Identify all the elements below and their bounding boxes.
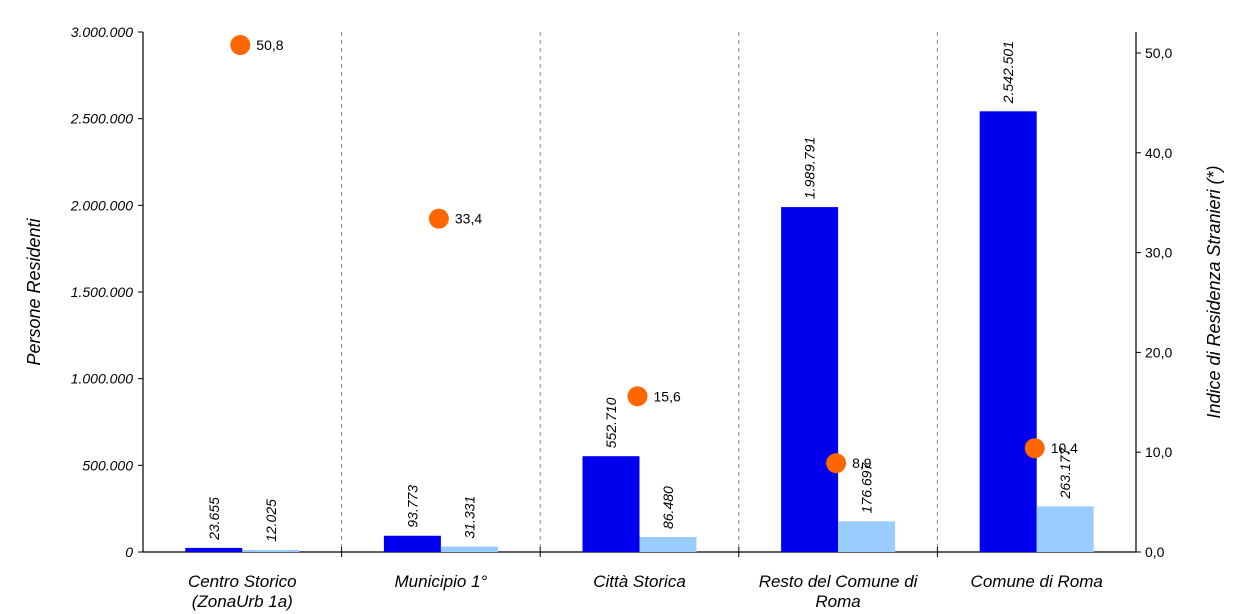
ratio-marker	[627, 386, 648, 407]
y-tick-label: 3.000.000	[71, 24, 133, 40]
y2-tick-label: 40,0	[1145, 145, 1172, 161]
bar-value-label: 23.655	[206, 497, 222, 541]
bar-value-label: 2.542.501	[1000, 41, 1016, 104]
ratio-marker	[826, 453, 847, 474]
bar-series-2	[838, 521, 896, 552]
y-tick-label: 0	[125, 544, 133, 560]
bar-value-label: 263.177	[1057, 447, 1073, 500]
ratio-marker	[428, 208, 449, 229]
bar-value-label: 86.480	[660, 486, 676, 529]
y-tick-label: 2.000.000	[70, 197, 133, 213]
bar-series-1	[582, 456, 640, 552]
ratio-value-label: 15,6	[654, 388, 681, 404]
bar-series-2	[242, 549, 300, 552]
bar-value-label: 12.025	[263, 499, 279, 542]
y-tick-label: 1.500.000	[71, 284, 133, 300]
bar-value-label: 93.773	[404, 485, 420, 528]
category-label: Comune di Roma	[971, 572, 1103, 591]
y2-tick-label: 0,0	[1145, 544, 1165, 560]
ratio-value-label: 50,8	[256, 37, 283, 53]
category-label: (ZonaUrb 1a)	[192, 592, 293, 611]
ratio-value-label: 33,4	[455, 211, 482, 227]
ratio-value-label: 10,4	[1051, 440, 1078, 456]
y-tick-label: 2.500.000	[70, 111, 133, 127]
y-axis-title: Persone Residenti	[24, 217, 44, 365]
bar-series-1	[185, 547, 243, 552]
y2-tick-label: 50,0	[1145, 45, 1172, 61]
bar-series-2	[1036, 506, 1094, 552]
category-label: Municipio 1°	[395, 572, 488, 591]
y2-tick-label: 20,0	[1145, 344, 1172, 360]
bar-value-label: 1.989.791	[802, 137, 818, 199]
y-tick-label: 1.000.000	[71, 371, 133, 387]
ratio-marker	[230, 35, 251, 56]
y-tick-label: 500.000	[82, 457, 133, 473]
bar-series-1	[979, 111, 1037, 552]
bar-value-label: 31.331	[461, 496, 477, 539]
y2-tick-label: 10,0	[1145, 444, 1172, 460]
bar-value-label: 552.710	[603, 397, 619, 448]
ratio-marker	[1024, 438, 1045, 459]
bar-series-1	[781, 207, 839, 552]
bar-value-label: 176.697	[859, 462, 875, 514]
y2-tick-label: 30,0	[1145, 245, 1172, 261]
category-label: Resto del Comune di	[759, 572, 919, 591]
category-label: Centro Storico	[188, 572, 297, 591]
bar-series-2	[440, 546, 498, 552]
bar-series-2	[639, 537, 697, 552]
y2-axis-title: Indice di Residenza Stranieri (*)	[1204, 165, 1224, 418]
category-label: Città Storica	[593, 572, 686, 591]
bar-series-1	[383, 535, 441, 552]
ratio-value-label: 8,9	[852, 455, 872, 471]
category-label: Roma	[815, 592, 860, 611]
